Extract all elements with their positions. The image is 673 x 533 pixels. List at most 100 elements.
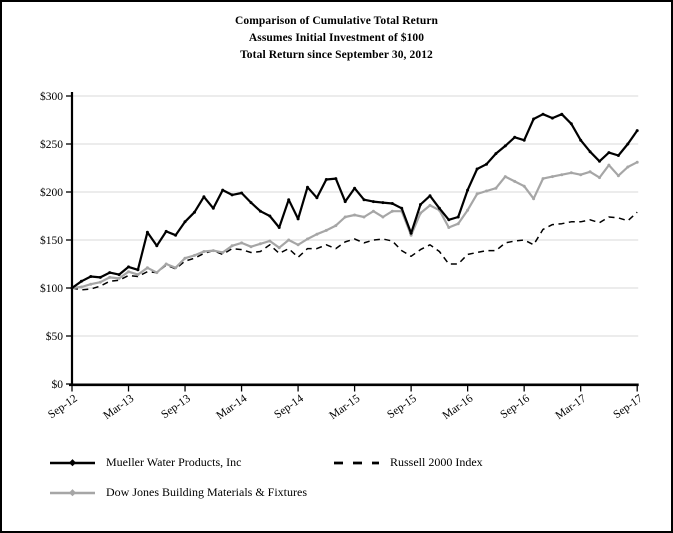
series-marker — [155, 271, 159, 275]
series-marker — [437, 206, 441, 210]
series-marker — [550, 116, 554, 120]
legend-entry-dowjones: Dow Jones Building Materials & Fixtures — [50, 485, 307, 500]
series-marker — [155, 244, 159, 248]
series-marker — [145, 266, 149, 270]
legend-entry-russell: Russell 2000 Index — [333, 455, 483, 470]
series-marker — [306, 185, 309, 189]
series-marker — [240, 191, 244, 195]
series-marker — [89, 282, 93, 286]
y-axis-tick-label: $250 — [40, 138, 63, 151]
x-axis-tick-label: Sep-16 — [498, 392, 532, 421]
series-marker — [164, 229, 168, 233]
series-marker — [343, 200, 347, 204]
series-marker — [550, 175, 554, 179]
series-marker — [277, 246, 281, 250]
series-marker — [202, 250, 206, 253]
series-marker — [174, 233, 178, 237]
series-marker — [117, 276, 121, 280]
series-marker — [268, 214, 272, 218]
series-marker — [145, 230, 149, 234]
series-marker — [127, 270, 130, 274]
x-axis-tick-label: Mar-16 — [440, 392, 475, 422]
series-marker — [353, 213, 357, 217]
x-axis-tick-label: Mar-15 — [327, 392, 362, 422]
series-marker — [371, 209, 375, 213]
series-marker — [89, 275, 93, 278]
series-marker — [569, 122, 573, 126]
series-marker — [428, 194, 432, 198]
series-marker — [456, 215, 460, 219]
series-marker — [98, 275, 102, 279]
series-marker — [541, 177, 545, 181]
series-marker — [560, 173, 564, 177]
series-marker — [136, 273, 140, 277]
series-marker — [513, 179, 517, 183]
series-marker — [287, 238, 291, 242]
series-marker — [362, 215, 366, 219]
series-marker — [588, 150, 592, 154]
series-marker — [390, 209, 394, 213]
series-marker — [409, 231, 413, 235]
chart-legend-row-1: Mueller Water Products, Inc Russell 2000… — [0, 455, 673, 469]
series-marker — [447, 226, 451, 229]
series-marker — [588, 170, 592, 174]
series-marker — [98, 280, 102, 284]
chart-title-line-1: Comparison of Cumulative Total Return — [234, 15, 439, 27]
series-marker — [466, 208, 470, 212]
x-axis-tick-label: Mar-17 — [553, 392, 588, 422]
chart-title-line-3: Total Return since September 30, 2012 — [240, 49, 433, 61]
legend-label-russell: Russell 2000 Index — [390, 455, 483, 469]
series-line-mueller — [71, 113, 639, 289]
series-marker — [315, 196, 319, 200]
y-axis-tick-label: $0 — [52, 378, 64, 391]
x-axis-tick-label: Mar-13 — [101, 392, 136, 422]
series-marker — [522, 138, 526, 142]
series-marker — [428, 203, 432, 207]
series-marker — [569, 171, 573, 175]
series-marker — [419, 203, 422, 206]
series-marker — [598, 159, 601, 163]
series-marker — [193, 253, 196, 257]
series-marker — [296, 243, 300, 247]
series-marker — [513, 135, 517, 139]
series-marker — [258, 242, 262, 246]
series-marker — [287, 198, 291, 202]
series-marker — [211, 206, 215, 210]
y-axis-tick-label: $200 — [40, 186, 63, 199]
series-marker — [174, 266, 178, 270]
series-marker — [221, 251, 225, 254]
russell-line-sample-icon — [334, 461, 379, 464]
mueller-line-sample-icon — [50, 458, 95, 466]
dowjones-line-sample-icon — [50, 488, 95, 496]
series-marker — [277, 226, 281, 229]
x-axis-tick-label: Sep-17 — [611, 392, 645, 421]
y-axis-tick-label: $300 — [40, 90, 63, 103]
series-marker — [343, 215, 347, 219]
series-marker — [532, 197, 536, 201]
series-marker — [371, 200, 375, 204]
x-axis-tick-label: Mar-14 — [214, 392, 249, 422]
series-marker — [475, 167, 479, 171]
y-axis-tick-label: $50 — [46, 330, 64, 343]
series-marker — [127, 265, 130, 269]
series-marker — [532, 117, 536, 121]
series-marker — [258, 209, 262, 213]
series-marker — [485, 189, 488, 193]
x-axis-tick-label: Sep-13 — [159, 392, 193, 421]
x-axis-tick-label: Sep-14 — [272, 392, 306, 421]
series-marker — [315, 232, 319, 236]
series-marker — [334, 224, 338, 228]
series-marker — [202, 195, 206, 199]
chart-legend-row-2: Dow Jones Building Materials & Fixtures — [0, 485, 673, 499]
series-marker — [79, 285, 83, 289]
series-marker — [306, 237, 309, 241]
series-marker — [334, 177, 338, 181]
series-marker — [485, 162, 488, 166]
series-marker — [466, 188, 470, 192]
y-axis-tick-label: $150 — [40, 234, 63, 247]
series-marker — [324, 228, 328, 232]
series-marker — [296, 217, 300, 221]
series-marker — [79, 279, 83, 283]
